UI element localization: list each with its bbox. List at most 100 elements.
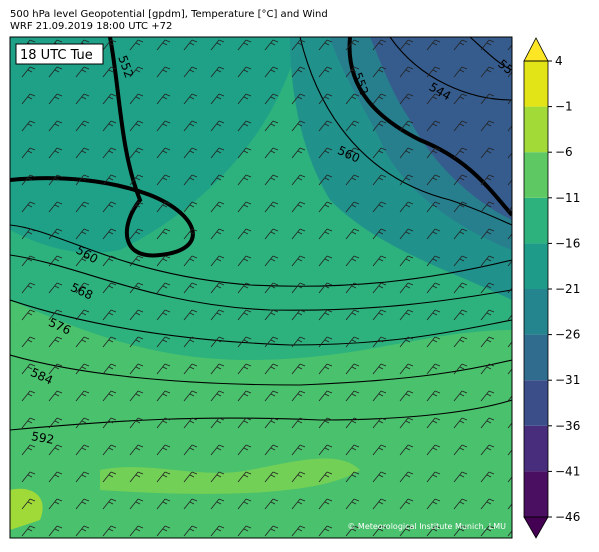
barb bbox=[156, 39, 171, 51]
barb bbox=[156, 417, 171, 429]
barb bbox=[291, 147, 306, 159]
barb bbox=[102, 120, 117, 132]
barb bbox=[426, 498, 441, 510]
barb bbox=[480, 417, 495, 429]
barb bbox=[318, 147, 333, 159]
barb bbox=[453, 93, 468, 105]
barb bbox=[264, 363, 279, 375]
barb bbox=[507, 314, 512, 321]
barb bbox=[237, 498, 252, 510]
barb bbox=[345, 525, 360, 537]
barb bbox=[291, 444, 306, 456]
barb bbox=[156, 471, 171, 483]
barb bbox=[264, 309, 279, 321]
barb bbox=[156, 336, 171, 348]
barb bbox=[21, 174, 36, 186]
barb bbox=[156, 525, 171, 537]
barb bbox=[480, 309, 495, 321]
barb bbox=[129, 525, 144, 537]
barb bbox=[399, 471, 414, 483]
barb bbox=[237, 444, 252, 456]
barb bbox=[372, 363, 387, 375]
barb bbox=[183, 174, 198, 186]
barb bbox=[183, 228, 198, 240]
barb bbox=[156, 390, 171, 402]
barb bbox=[345, 39, 360, 51]
barb bbox=[210, 444, 225, 456]
barb bbox=[480, 93, 495, 105]
barb bbox=[291, 309, 306, 321]
barb bbox=[507, 233, 512, 240]
barb bbox=[453, 282, 468, 294]
barb bbox=[75, 174, 90, 186]
barb bbox=[75, 228, 90, 240]
barb bbox=[507, 449, 512, 456]
barb bbox=[75, 363, 90, 375]
barb bbox=[480, 444, 495, 456]
barb bbox=[156, 147, 171, 159]
colorbar-band bbox=[524, 334, 548, 381]
barb bbox=[318, 363, 333, 375]
colorbar-band bbox=[524, 380, 548, 426]
barb bbox=[453, 147, 468, 159]
barb bbox=[480, 525, 495, 537]
barb bbox=[345, 93, 360, 105]
barb bbox=[237, 147, 252, 159]
barb bbox=[507, 422, 512, 429]
barb bbox=[210, 471, 225, 483]
barb bbox=[129, 93, 144, 105]
barb bbox=[75, 66, 90, 78]
barb bbox=[102, 309, 117, 321]
barb bbox=[399, 201, 414, 213]
time-label: 18 UTC Tue bbox=[20, 48, 93, 63]
barb bbox=[372, 120, 387, 132]
barb bbox=[156, 66, 171, 78]
barb bbox=[291, 201, 306, 213]
barb bbox=[102, 228, 117, 240]
barb bbox=[507, 530, 512, 537]
colorbar-tick-label: −26 bbox=[555, 328, 580, 342]
barb bbox=[507, 206, 512, 213]
barb bbox=[291, 66, 306, 78]
barb bbox=[426, 471, 441, 483]
barb bbox=[237, 336, 252, 348]
barb bbox=[48, 174, 63, 186]
barb bbox=[291, 228, 306, 240]
barb bbox=[399, 255, 414, 267]
colorbar-tick-label: −36 bbox=[555, 419, 580, 433]
barb bbox=[480, 147, 495, 159]
colorbar: 4 −1 −6 −11 −16 −21 −26 −31 −36 −41 −46 bbox=[523, 37, 580, 539]
barb bbox=[399, 525, 414, 537]
barb bbox=[345, 444, 360, 456]
barb bbox=[129, 471, 144, 483]
barb bbox=[426, 228, 441, 240]
barb bbox=[372, 525, 387, 537]
barb bbox=[480, 174, 495, 186]
barb bbox=[345, 174, 360, 186]
barb bbox=[237, 174, 252, 186]
barb bbox=[48, 390, 63, 402]
barb bbox=[75, 525, 90, 537]
barb bbox=[48, 282, 63, 294]
barb bbox=[48, 120, 63, 132]
barb bbox=[129, 120, 144, 132]
colorbar-band bbox=[524, 106, 548, 153]
barb bbox=[21, 201, 36, 213]
barb bbox=[372, 336, 387, 348]
barb bbox=[264, 93, 279, 105]
barb bbox=[372, 309, 387, 321]
barb bbox=[318, 471, 333, 483]
colorbar-under bbox=[523, 516, 549, 539]
barb bbox=[210, 147, 225, 159]
barb bbox=[453, 120, 468, 132]
colorbar-tick-label: −6 bbox=[555, 145, 573, 159]
barb bbox=[156, 255, 171, 267]
barb bbox=[129, 39, 144, 51]
barb bbox=[372, 444, 387, 456]
barb bbox=[291, 471, 306, 483]
barb bbox=[129, 66, 144, 78]
colorbar-band bbox=[524, 152, 548, 198]
barb bbox=[399, 93, 414, 105]
barb bbox=[210, 336, 225, 348]
